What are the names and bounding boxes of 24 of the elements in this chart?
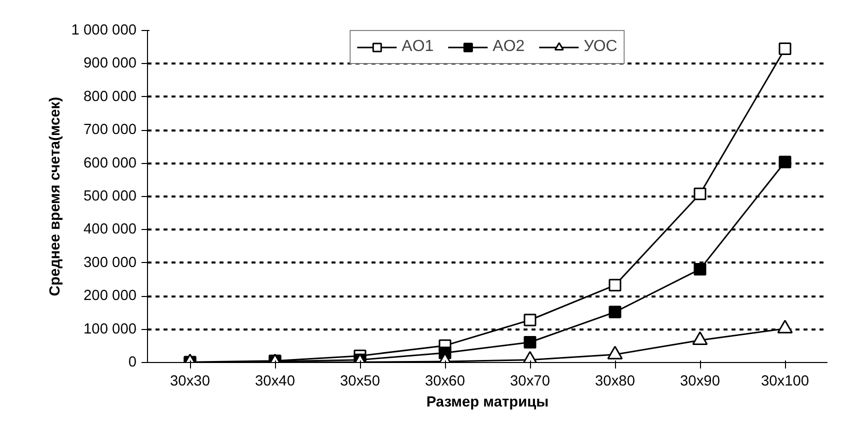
y-axis-title: Среднее время счета(мсек) [47,96,64,296]
legend-label: AO2 [492,38,525,56]
x-tick-label: 30x100 [760,374,810,390]
y-tick-label: 800 000 [84,88,137,105]
x-tick-label: 30x60 [425,374,465,390]
y-tick-label: 0 [128,354,137,370]
x-axis-title: Размер матрицы [426,394,549,410]
x-tick-label: 30x70 [510,374,550,390]
x-tick-label: 30x90 [680,374,720,390]
x-tick-label: 30x30 [170,374,210,390]
y-tick-label: 1 000 000 [71,22,136,38]
y-tick-label: 500 000 [84,188,137,204]
x-tick-label: 30x80 [595,374,635,390]
legend-label: AO1 [402,38,434,56]
y-tick-label: 100 000 [84,321,137,338]
y-tick-label: 700 000 [84,122,137,138]
y-tick-label: 600 000 [84,155,137,172]
y-tick-label: 900 000 [84,56,137,72]
y-tick-label: 200 000 [84,288,137,304]
y-tick-label: 400 000 [84,222,137,238]
y-tick-label: 300 000 [84,254,137,271]
legend-label: УОС [584,38,618,56]
x-tick-label: 30x40 [255,374,295,390]
x-tick-label: 30x50 [340,374,380,390]
